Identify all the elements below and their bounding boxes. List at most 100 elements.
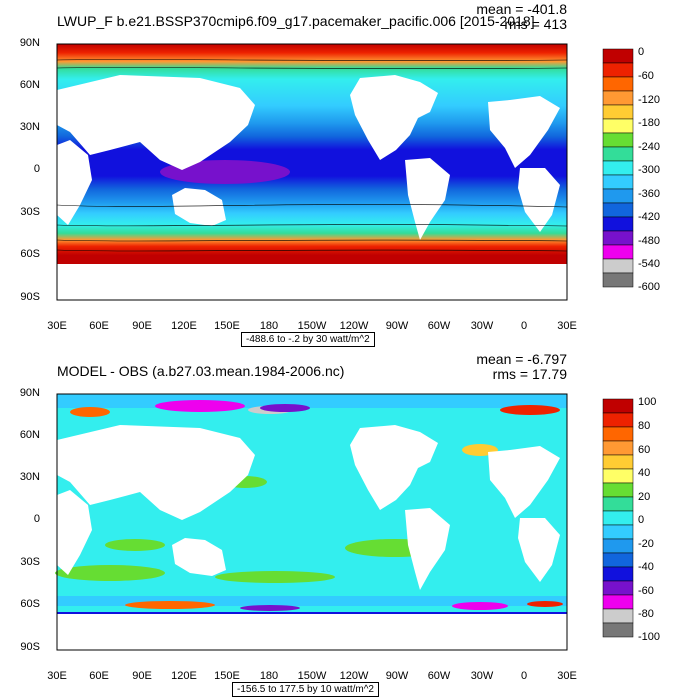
colorbar-label: 60 <box>638 444 651 456</box>
lat-label: 60N <box>19 79 40 91</box>
lon-label: 90E <box>132 670 152 682</box>
lon-label: 120E <box>171 320 197 332</box>
colorbar-swatch <box>602 90 634 106</box>
colorbar-swatch <box>602 244 634 260</box>
colorbar-label: -100 <box>638 631 661 643</box>
lon-label: 120W <box>339 670 369 682</box>
lat-label: 30S <box>20 206 40 218</box>
colorbar-label: -540 <box>638 258 661 270</box>
mean-value: mean = -401.8 <box>476 1 567 17</box>
continents <box>57 75 560 240</box>
lon-label: 30W <box>470 670 494 682</box>
colorbar-swatch <box>602 216 634 232</box>
colorbar-swatch <box>602 510 634 526</box>
colorbar-swatch <box>602 160 634 176</box>
colorbar-label: -20 <box>638 538 654 550</box>
panel-title: LWUP_F b.e21.BSSP370cmip6.f09_g17.pacema… <box>57 13 535 29</box>
lat-label: 0 <box>33 163 40 175</box>
colorbar-swatch <box>602 272 634 288</box>
colorbar-swatch <box>602 580 634 596</box>
plot-frame <box>56 393 568 651</box>
warm-pool-region <box>160 160 290 184</box>
range-label: -488.6 to -.2 by 30 watt/m^2 <box>241 332 375 347</box>
lon-label: 120E <box>171 670 197 682</box>
lon-label: 0 <box>520 320 528 332</box>
lon-label: 180 <box>259 320 279 332</box>
lon-label: 90W <box>385 670 409 682</box>
lon-label: 30E <box>47 670 67 682</box>
colorbar-label: -180 <box>638 117 661 129</box>
lat-label: 90S <box>20 641 40 653</box>
lon-label: 90E <box>132 320 152 332</box>
colorbar-swatch <box>602 398 634 414</box>
lat-label: 60S <box>20 598 40 610</box>
lon-label: 30E <box>557 670 577 682</box>
map-lwup <box>56 43 634 301</box>
colorbar-label: 100 <box>638 396 657 408</box>
colorbar-swatch <box>602 76 634 92</box>
colorbar-label: -60 <box>638 70 654 82</box>
colorbar-swatch <box>602 524 634 540</box>
lon-label: 150E <box>214 320 240 332</box>
lat-label: 90N <box>19 37 40 49</box>
rms-value: rms = 413 <box>504 16 567 32</box>
lat-label: 0 <box>33 513 40 525</box>
colorbar-swatch <box>602 118 634 134</box>
lon-label: 30E <box>557 320 577 332</box>
colorbar-swatch <box>602 426 634 442</box>
lon-label: 60W <box>427 320 451 332</box>
lon-label: 90W <box>385 320 409 332</box>
colorbar-swatch <box>602 174 634 190</box>
lat-label: 60S <box>20 248 40 260</box>
colorbar-swatch <box>602 412 634 428</box>
lat-label: 30N <box>19 471 40 483</box>
map-model-minus-obs <box>55 393 634 651</box>
lon-label: 180 <box>259 670 279 682</box>
colorbar-swatch <box>602 202 634 218</box>
continents <box>57 425 560 590</box>
lon-label: 150W <box>297 670 327 682</box>
colorbar-label: 0 <box>638 514 645 526</box>
colorbar-swatch <box>602 482 634 498</box>
colorbar-swatch <box>602 230 634 246</box>
mean-value: mean = -6.797 <box>476 351 567 367</box>
colorbar-swatch <box>602 258 634 274</box>
lon-label: 30W <box>470 320 494 332</box>
colorbar-swatch <box>602 62 634 78</box>
colorbar-swatch <box>602 622 634 638</box>
colorbar-swatch <box>602 132 634 148</box>
panel-model-minus-obs: MODEL - OBS (a.b27.03.mean.1984-2006.nc)… <box>0 350 700 700</box>
lat-label: 60N <box>19 429 40 441</box>
lon-label: 120W <box>339 320 369 332</box>
colorbar-label: -40 <box>638 561 654 573</box>
colorbar-swatch <box>602 188 634 204</box>
lat-label: 30N <box>19 121 40 133</box>
colorbar-swatch <box>602 454 634 470</box>
southern-anomalies <box>57 596 567 614</box>
colorbar-swatch <box>602 146 634 162</box>
colorbar-label: -300 <box>638 164 661 176</box>
colorbar-swatch <box>602 440 634 456</box>
colorbar-label: -600 <box>638 281 661 293</box>
lon-label: 150E <box>214 670 240 682</box>
colorbar-swatch <box>602 496 634 512</box>
colorbar <box>602 48 634 288</box>
lon-label: 30E <box>47 320 67 332</box>
lon-label: 60W <box>427 670 451 682</box>
colorbar-label: 80 <box>638 420 651 432</box>
colorbar <box>602 398 634 638</box>
colorbar-swatch <box>602 608 634 624</box>
lon-label: 0 <box>520 670 528 682</box>
contour-lines <box>56 59 568 252</box>
colorbar-swatch <box>602 104 634 120</box>
plot-frame <box>56 43 568 301</box>
range-label: -156.5 to 177.5 by 10 watt/m^2 <box>232 682 379 697</box>
colorbar-swatch <box>602 552 634 568</box>
colorbar-label: -480 <box>638 235 661 247</box>
lon-label: 60E <box>89 320 109 332</box>
lon-label: 150W <box>297 320 327 332</box>
colorbar-label: -360 <box>638 188 661 200</box>
panel-lwup: LWUP_F b.e21.BSSP370cmip6.f09_g17.pacema… <box>19 1 661 347</box>
colorbar-label: -80 <box>638 608 654 620</box>
colorbar-label: -120 <box>638 94 661 106</box>
